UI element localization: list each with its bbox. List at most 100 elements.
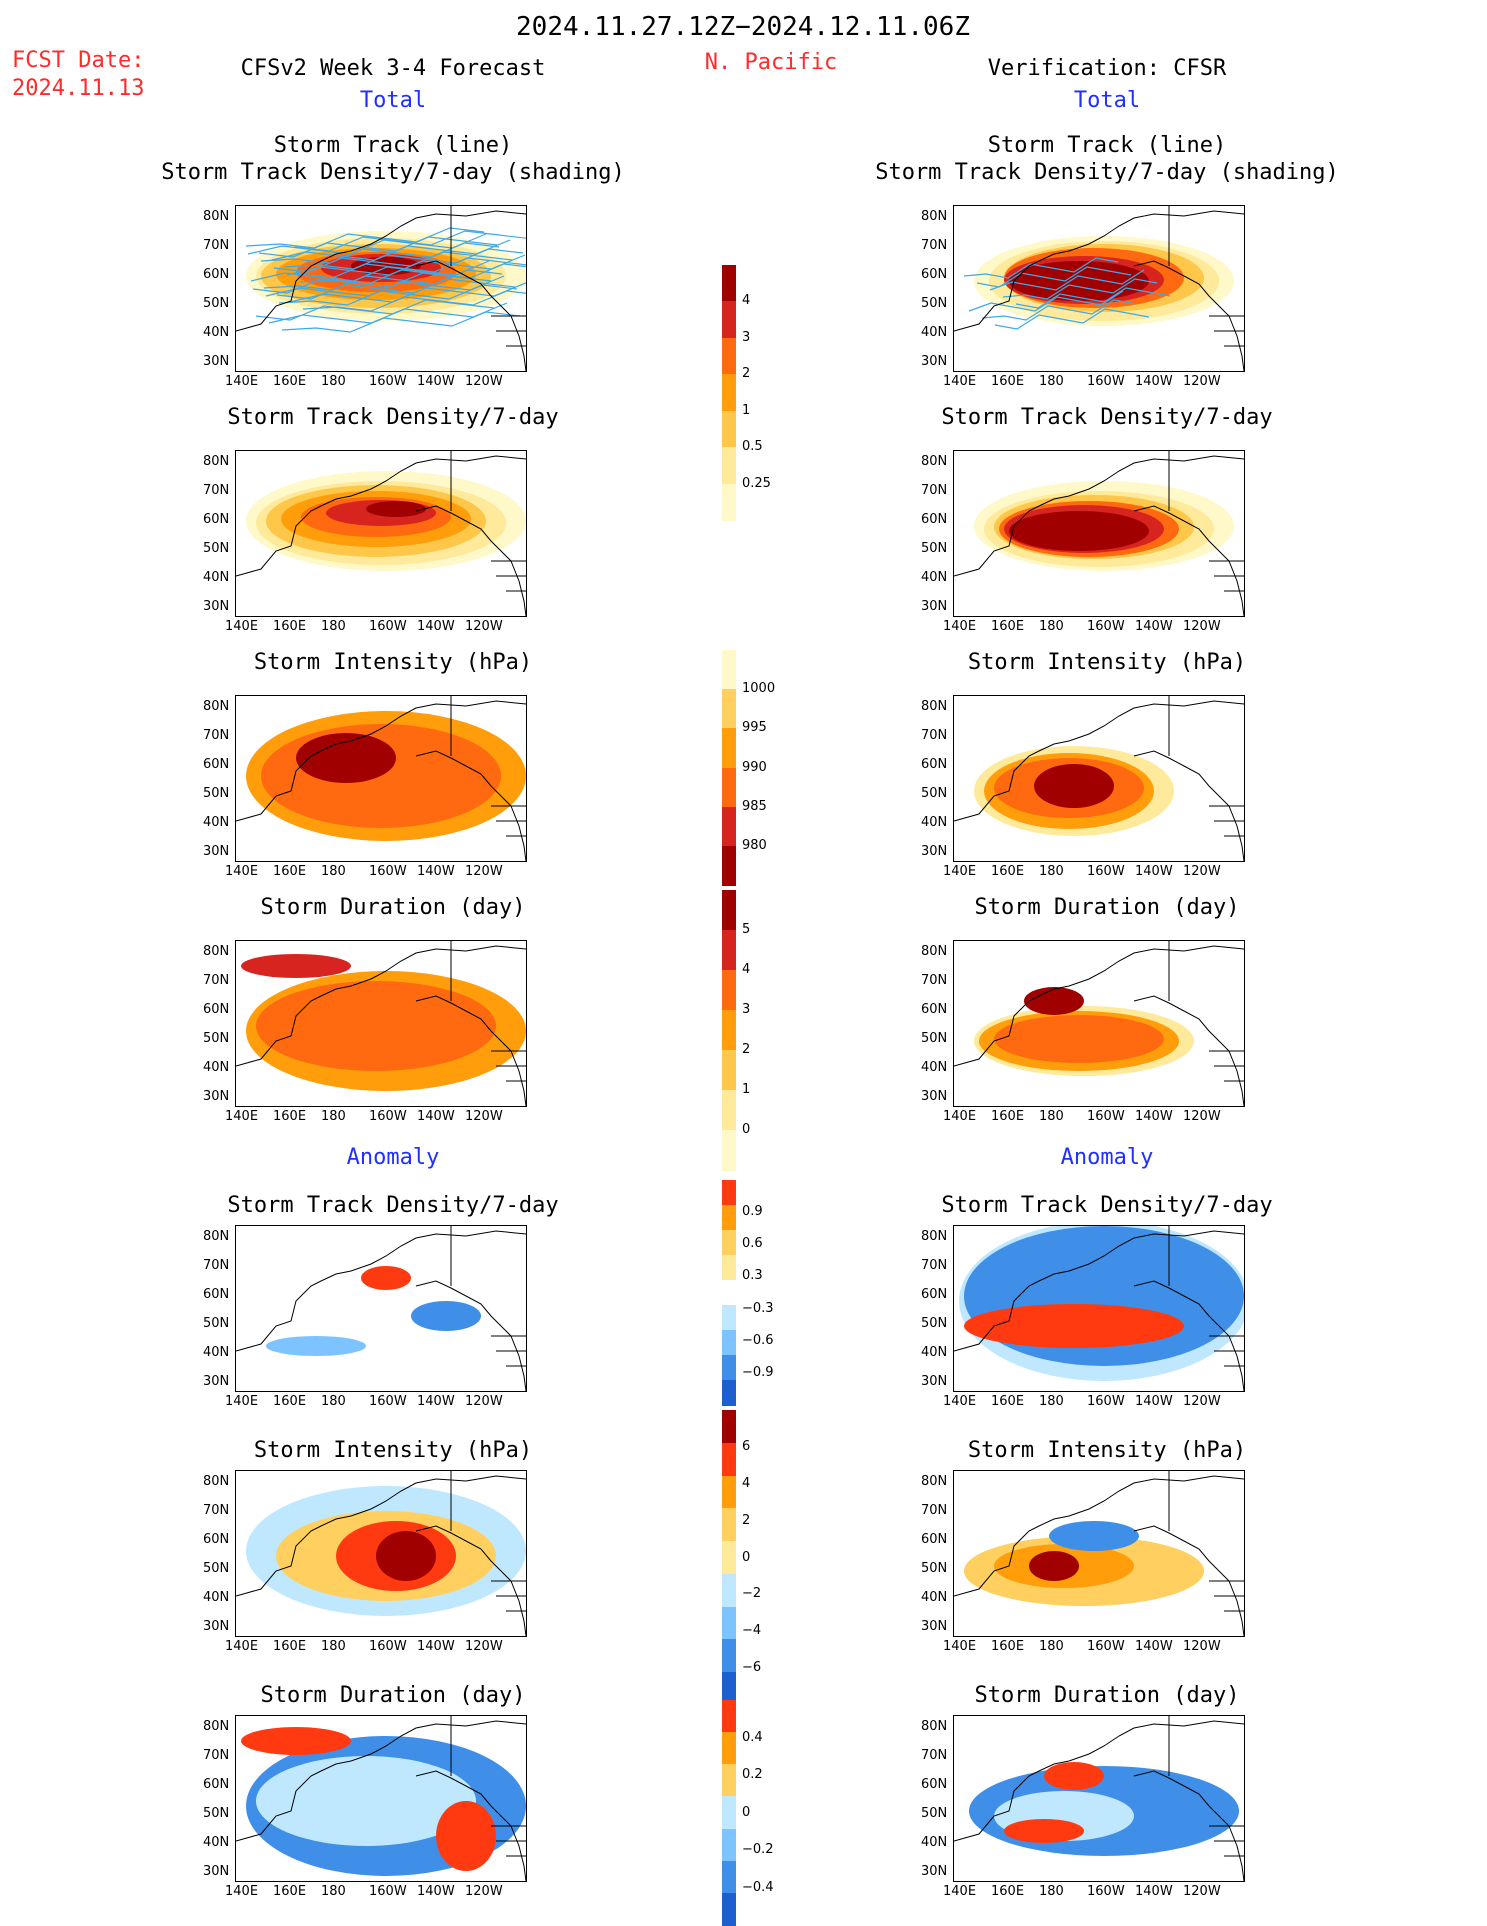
lat-tick-label: 80N: [921, 1719, 948, 1734]
lon-tick-label: 180: [1039, 619, 1064, 634]
lon-tick-label: 140W: [1135, 1394, 1173, 1409]
colorbar-tick-label: 0.9: [742, 1204, 763, 1220]
lat-tick-label: 70N: [921, 1503, 948, 1518]
lon-tick-label: 140E: [943, 619, 977, 634]
lat-tick-label: 70N: [203, 1748, 230, 1763]
lat-tick-label: 60N: [203, 1777, 230, 1792]
colorbar-segment: [722, 1355, 736, 1381]
forecast-title: CFSv2 Week 3-4 Forecast: [240, 56, 546, 81]
colorbar-tick-label: 2: [742, 366, 751, 382]
map-panel: [953, 940, 1245, 1107]
map-panel: [953, 450, 1245, 617]
colorbar-tick-label: 2: [742, 1512, 751, 1528]
lon-tick-label: 160W: [369, 864, 407, 879]
shaded-region: [1034, 764, 1114, 808]
colorbar-segment: [722, 890, 736, 931]
map-svg: [954, 941, 1244, 1106]
colorbar-segment: [722, 1892, 736, 1926]
lon-tick-label: 160W: [369, 1394, 407, 1409]
colorbar-tick-label: −0.3: [742, 1300, 774, 1316]
colorbar-segment: [722, 1732, 736, 1766]
colorbar-segment: [722, 1606, 736, 1641]
map-svg: [236, 206, 526, 371]
colorbar-segment: [722, 1475, 736, 1510]
map-panel: [953, 1715, 1245, 1882]
lat-tick-label: 70N: [921, 728, 948, 743]
lon-tick-label: 160W: [1087, 619, 1125, 634]
lat-tick-label: 50N: [921, 786, 948, 801]
shaded-region: [1049, 1521, 1139, 1551]
lon-tick-label: 140W: [1135, 1109, 1173, 1124]
lat-tick-label: 40N: [203, 1060, 230, 1075]
lon-tick-label: 140E: [225, 864, 259, 879]
colorbar-tick-label: −0.2: [742, 1842, 774, 1857]
lat-tick-label: 40N: [203, 1835, 230, 1850]
lon-tick-label: 140W: [1135, 619, 1173, 634]
map-panel: [235, 1715, 527, 1882]
lon-tick-label: 180: [1039, 1884, 1064, 1899]
lon-tick-label: 140W: [417, 1639, 455, 1654]
colorbar-segment: [722, 728, 736, 769]
coastline: [954, 941, 1244, 1106]
lon-tick-label: 120W: [1183, 619, 1221, 634]
lat-tick-label: 80N: [921, 944, 948, 959]
lat-tick-label: 50N: [921, 1031, 948, 1046]
lon-tick-label: 180: [321, 619, 346, 634]
lon-tick-label: 160E: [273, 1394, 307, 1409]
colorbar-tick-label: 5: [742, 922, 751, 937]
panel-title: Storm Track (line): [987, 133, 1227, 158]
lat-tick-label: 30N: [203, 354, 230, 369]
lat-tick-label: 80N: [203, 1229, 230, 1244]
panel-title: Storm Intensity (hPa): [253, 1438, 533, 1463]
lat-tick-label: 60N: [203, 1002, 230, 1017]
colorbar-segment: [722, 845, 736, 886]
shaded-region: [241, 954, 351, 978]
lon-tick-label: 160W: [1087, 1884, 1125, 1899]
colorbar-tick-label: 6: [742, 1438, 751, 1454]
lon-tick-label: 140E: [943, 864, 977, 879]
lon-tick-label: 140W: [417, 1884, 455, 1899]
lat-tick-label: 50N: [203, 1806, 230, 1821]
lon-tick-label: 140W: [1135, 1639, 1173, 1654]
colorbar-tick-label: 0.5: [742, 439, 763, 455]
total-label-left: Total: [359, 88, 427, 113]
map-svg: [954, 1716, 1244, 1881]
colorbar-tick-label: −0.4: [742, 1879, 774, 1895]
map-svg: [236, 941, 526, 1106]
colorbar-segment: [722, 689, 736, 730]
fcst-date-label: FCST Date:: [12, 48, 145, 73]
lon-tick-label: 140E: [225, 1639, 259, 1654]
shaded-region: [1024, 987, 1084, 1015]
lat-tick-label: 70N: [921, 238, 948, 253]
lon-tick-label: 180: [321, 1109, 346, 1124]
lat-tick-label: 50N: [921, 1561, 948, 1576]
coastline: [954, 1226, 1244, 1391]
lon-tick-label: 140E: [943, 374, 977, 389]
lat-tick-label: 50N: [203, 541, 230, 556]
panel-title: Storm Track Density/7-day: [227, 1193, 559, 1218]
anomaly-label-right: Anomaly: [1060, 1145, 1154, 1170]
colorbar-segment: [722, 1672, 736, 1706]
lat-tick-label: 40N: [203, 1590, 230, 1605]
verification-title: Verification: CFSR: [987, 56, 1227, 81]
colorbar-segment: [722, 337, 736, 376]
fcst-date-value: 2024.11.13: [12, 76, 145, 101]
colorbar-segment: [722, 1230, 736, 1256]
lon-tick-label: 160E: [991, 1884, 1025, 1899]
lon-tick-label: 160W: [369, 1639, 407, 1654]
colorbar-tick-label: 0.2: [742, 1767, 763, 1782]
map-svg: [954, 696, 1244, 861]
lon-tick-label: 120W: [465, 1884, 503, 1899]
panel-title: Storm Duration (day): [974, 1683, 1240, 1708]
lon-tick-label: 180: [321, 374, 346, 389]
lon-tick-label: 160W: [1087, 1639, 1125, 1654]
lon-tick-label: 140E: [225, 374, 259, 389]
storm-track-lines: [245, 227, 526, 333]
lon-tick-label: 120W: [1183, 1639, 1221, 1654]
colorbar-tick-label: 990: [742, 759, 767, 775]
colorbar-segment: [722, 1130, 736, 1171]
colorbar-tick-label: 985: [742, 798, 767, 814]
colorbar-tick-label: −2: [742, 1586, 762, 1602]
colorbar-segment: [722, 1255, 736, 1281]
lat-tick-label: 60N: [203, 757, 230, 772]
